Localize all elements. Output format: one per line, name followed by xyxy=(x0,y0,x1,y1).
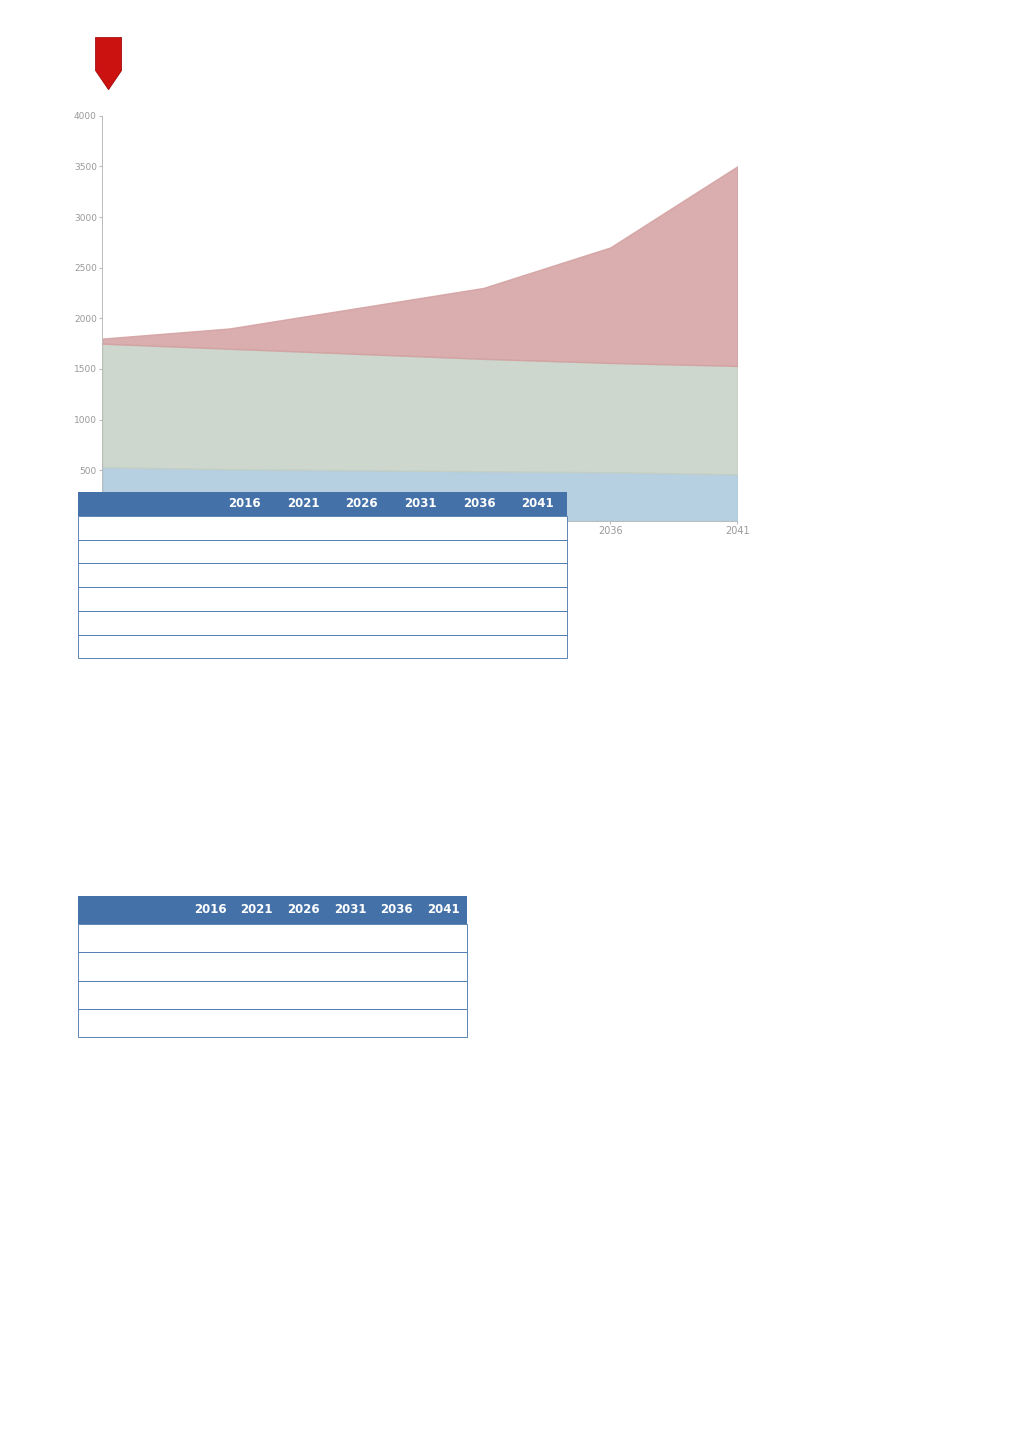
FancyBboxPatch shape xyxy=(78,540,567,563)
FancyBboxPatch shape xyxy=(78,635,567,658)
FancyBboxPatch shape xyxy=(78,587,567,611)
Text: 2021: 2021 xyxy=(241,903,273,916)
Text: 2026: 2026 xyxy=(287,903,319,916)
FancyBboxPatch shape xyxy=(78,611,567,635)
Text: 2026: 2026 xyxy=(345,498,378,511)
Text: 2021: 2021 xyxy=(287,498,319,511)
Text: 2031: 2031 xyxy=(404,498,436,511)
FancyBboxPatch shape xyxy=(78,981,467,1009)
FancyBboxPatch shape xyxy=(78,563,567,587)
FancyBboxPatch shape xyxy=(78,896,467,925)
Text: 2036: 2036 xyxy=(381,903,414,916)
Polygon shape xyxy=(95,38,122,90)
Text: 2041: 2041 xyxy=(521,498,554,511)
Text: 2031: 2031 xyxy=(334,903,367,916)
Text: 2016: 2016 xyxy=(228,498,260,511)
Text: 2016: 2016 xyxy=(194,903,226,916)
FancyBboxPatch shape xyxy=(78,925,467,952)
FancyBboxPatch shape xyxy=(78,1009,467,1037)
FancyBboxPatch shape xyxy=(78,492,567,515)
FancyBboxPatch shape xyxy=(78,515,567,540)
FancyBboxPatch shape xyxy=(78,952,467,981)
Text: 2041: 2041 xyxy=(427,903,460,916)
Text: 2036: 2036 xyxy=(463,498,496,511)
Legend: Barnehage (0-5 ar), Vde: g noc (16-19), V ksne (2-65), Eldre: Barnehage (0-5 ar), Vde: g noc (16-19), … xyxy=(106,574,440,590)
